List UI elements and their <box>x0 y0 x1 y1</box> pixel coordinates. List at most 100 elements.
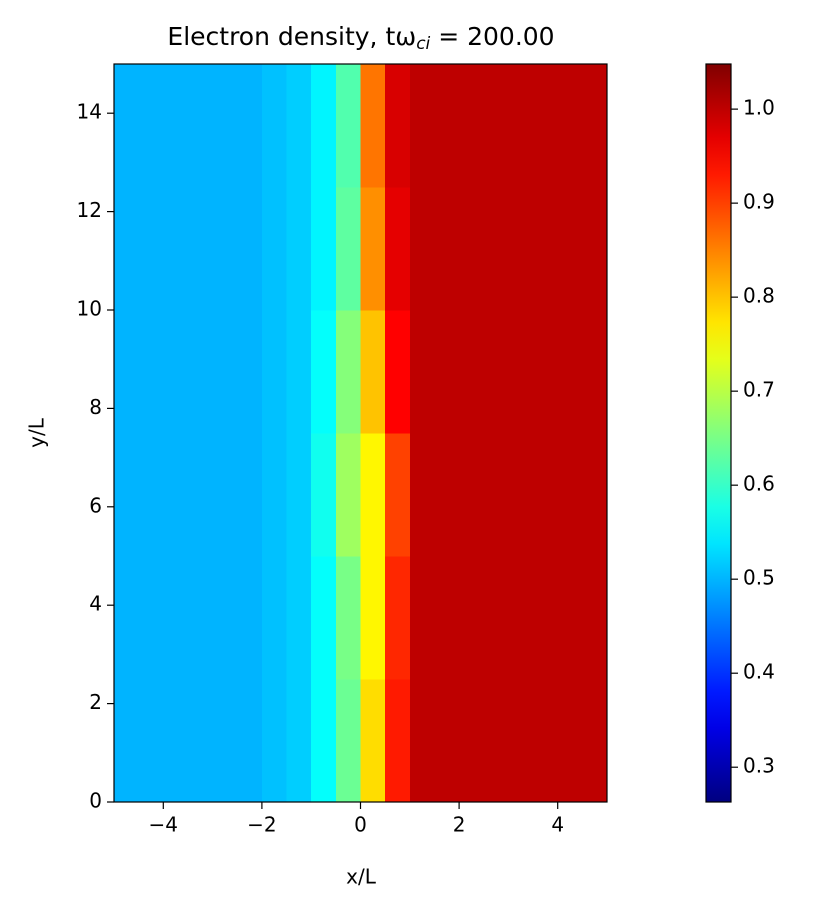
cell <box>237 310 263 434</box>
cell <box>138 310 164 434</box>
cell <box>163 64 189 188</box>
cell <box>533 433 559 557</box>
cell <box>582 64 608 188</box>
y-tick-label: 10 <box>77 297 102 321</box>
cell <box>187 310 214 434</box>
cell <box>114 64 140 188</box>
title-suffix: = 200.00 <box>430 22 554 51</box>
cell <box>335 679 361 803</box>
cell <box>582 556 608 680</box>
cell <box>533 187 559 311</box>
cell <box>187 679 214 803</box>
cell <box>237 679 263 803</box>
cell <box>286 310 312 434</box>
cell <box>163 556 189 680</box>
cell <box>311 556 337 680</box>
cell <box>138 433 164 557</box>
cell <box>557 433 583 557</box>
y-tick-label: 8 <box>89 395 102 419</box>
cell <box>335 310 361 434</box>
colorbar-tick-label: 0.9 <box>743 190 775 214</box>
cell <box>483 679 509 803</box>
cell <box>360 187 386 311</box>
cell <box>508 433 534 557</box>
cell <box>212 433 238 557</box>
cell <box>459 679 485 803</box>
cell <box>385 310 411 434</box>
cell <box>483 556 509 680</box>
cell <box>114 310 140 434</box>
cell <box>557 556 583 680</box>
cell <box>261 556 288 680</box>
cell <box>114 556 140 680</box>
cell <box>508 556 534 680</box>
colorbar-tick-label: 0.5 <box>743 566 775 590</box>
cell <box>483 310 509 434</box>
y-tick-label: 12 <box>77 198 102 222</box>
y-tick-label: 4 <box>89 592 102 616</box>
cell <box>286 679 312 803</box>
cell <box>508 64 534 188</box>
cell <box>557 64 583 188</box>
cell <box>212 679 238 803</box>
cell <box>409 310 435 434</box>
x-axis-label: x/L <box>346 865 377 889</box>
cell <box>409 187 435 311</box>
x-tick-label: −2 <box>247 813 276 837</box>
cell <box>335 433 361 557</box>
x-tick-label: 4 <box>551 813 564 837</box>
cell <box>261 433 288 557</box>
cell <box>533 679 559 803</box>
cell <box>557 187 583 311</box>
cell <box>311 679 337 803</box>
colorbar-tick-label: 0.6 <box>743 472 775 496</box>
cell <box>508 187 534 311</box>
colorbar-tick-label: 0.4 <box>743 660 775 684</box>
cell <box>138 556 164 680</box>
cell <box>459 187 485 311</box>
cell <box>187 433 214 557</box>
colorbar-tick-label: 1.0 <box>743 96 775 120</box>
cell <box>114 433 140 557</box>
cell <box>360 556 386 680</box>
colorbar-tick-label: 0.7 <box>743 378 775 402</box>
cell <box>212 187 238 311</box>
cell <box>261 187 288 311</box>
cell <box>212 310 238 434</box>
cell <box>163 679 189 803</box>
y-axis-label: y/L <box>25 417 49 448</box>
cell <box>434 64 460 188</box>
cell <box>434 433 460 557</box>
x-tick-label: 0 <box>354 813 367 837</box>
colorbar-tick-label: 0.8 <box>743 284 775 308</box>
cell <box>459 310 485 434</box>
cell <box>138 679 164 803</box>
cell <box>385 556 411 680</box>
cell <box>434 679 460 803</box>
cell <box>286 433 312 557</box>
cell <box>409 556 435 680</box>
cell <box>360 679 386 803</box>
cell <box>434 556 460 680</box>
chart-title: Electron density, tωci = 200.00 <box>167 22 554 54</box>
cell <box>163 310 189 434</box>
y-tick-label: 6 <box>89 493 102 517</box>
title-main: Electron density, tω <box>167 22 416 51</box>
cell <box>434 310 460 434</box>
cell <box>311 310 337 434</box>
colorbar-tick-label: 0.3 <box>743 754 775 778</box>
cell <box>286 187 312 311</box>
cell <box>237 187 263 311</box>
cell <box>385 64 411 188</box>
cell <box>483 64 509 188</box>
cell <box>459 433 485 557</box>
cell <box>360 433 386 557</box>
cell <box>409 433 435 557</box>
x-tick-label: −4 <box>149 813 178 837</box>
cell <box>261 310 288 434</box>
cell <box>385 679 411 803</box>
cell <box>138 64 164 188</box>
cell <box>187 556 214 680</box>
cell <box>582 679 608 803</box>
cell <box>409 679 435 803</box>
